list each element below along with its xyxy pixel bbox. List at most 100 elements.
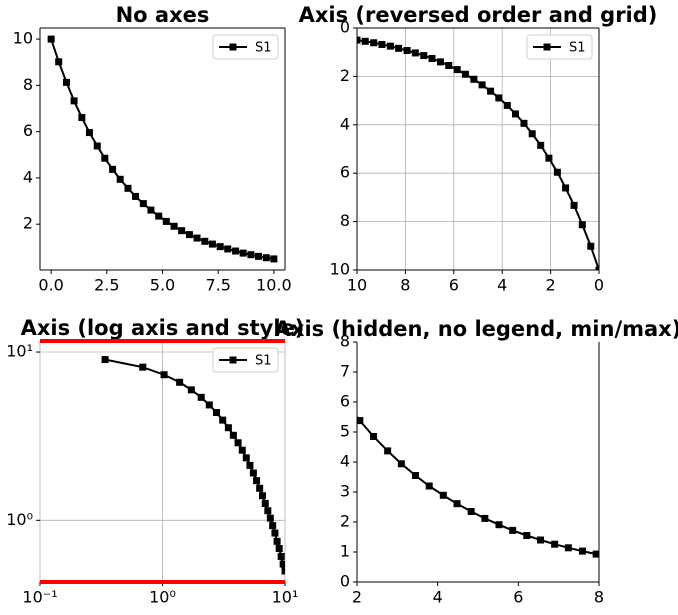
y-tick-label: 7 [340, 362, 350, 381]
chart-title: No axes [116, 3, 210, 27]
marker [403, 47, 411, 55]
marker [213, 409, 221, 417]
marker [109, 165, 117, 173]
marker [495, 94, 503, 102]
marker [487, 87, 495, 95]
marker [162, 217, 170, 225]
marker [420, 52, 428, 60]
marker [578, 547, 586, 555]
marker [229, 431, 237, 439]
marker [512, 110, 520, 118]
x-tick-label: 8 [400, 276, 410, 295]
marker [170, 222, 178, 230]
marker [269, 522, 277, 530]
marker [279, 560, 285, 568]
marker [384, 447, 392, 455]
plot-area [287, 308, 628, 563]
x-tick-label: 6 [449, 276, 459, 295]
marker [509, 526, 517, 534]
marker [176, 378, 184, 386]
marker [503, 101, 511, 109]
marker [537, 141, 545, 149]
marker [467, 508, 475, 515]
marker [523, 532, 531, 539]
x-tick-label: 4 [433, 588, 443, 607]
marker [439, 491, 447, 499]
marker [256, 484, 264, 492]
marker [621, 556, 628, 563]
marker [562, 184, 570, 192]
x-tick-label: 4 [497, 276, 507, 295]
y-tick-label: 4 [340, 114, 350, 133]
marker [246, 461, 254, 469]
y-tick-label: 5 [340, 422, 350, 441]
y-tick-label: 6 [340, 392, 350, 411]
marker [139, 363, 147, 371]
x-tick-label: 10¹ [272, 588, 299, 607]
marker [357, 36, 361, 44]
marker [470, 75, 478, 83]
marker [587, 242, 595, 250]
marker [155, 212, 163, 220]
y-tick-label: 2 [340, 512, 350, 531]
marker [205, 401, 213, 409]
marker [361, 37, 369, 45]
x-tick-label: 5.0 [150, 276, 175, 295]
y-tick-label: 8 [23, 75, 33, 94]
marker [178, 227, 186, 235]
subplot: Axis (reversed order and grid) 10 8 6 4 2 0 10 8… [299, 3, 658, 295]
marker [132, 192, 140, 200]
y-tick-label: 8 [340, 332, 350, 351]
marker [266, 514, 274, 522]
marker [411, 49, 419, 57]
marker [47, 35, 55, 43]
marker [607, 553, 614, 560]
x-tick-label: 10.0 [256, 276, 292, 295]
marker [445, 62, 453, 70]
marker [70, 97, 78, 105]
marker [116, 175, 124, 183]
y-tick-label: 2 [23, 214, 33, 233]
marker [201, 237, 209, 245]
x-tick-label: 10 [347, 276, 367, 295]
x-tick-label: 0 [594, 276, 604, 295]
marker [139, 200, 147, 208]
y-tick-label: 8 [340, 211, 350, 230]
marker [63, 78, 71, 86]
marker [592, 550, 599, 558]
marker [287, 308, 294, 315]
y-tick-label: 1 [340, 542, 350, 561]
y-tick-label: 6 [340, 163, 350, 182]
x-tick-label: 8 [594, 588, 604, 607]
marker [193, 234, 201, 242]
marker [428, 54, 436, 62]
y-tick-label: 2 [340, 66, 350, 85]
marker [314, 359, 321, 366]
x-tick-label: 2.5 [94, 276, 119, 295]
marker [101, 356, 109, 364]
x-tick-label: 2 [546, 276, 556, 295]
marker [520, 119, 528, 127]
marker [411, 472, 419, 479]
x-tick-label: 2 [352, 588, 362, 607]
marker [253, 477, 261, 485]
marker [397, 460, 405, 468]
marker [275, 545, 283, 553]
marker [55, 58, 63, 66]
marker [232, 247, 240, 255]
marker [281, 567, 285, 575]
marker [270, 255, 278, 263]
marker [216, 243, 224, 251]
marker [219, 416, 227, 424]
marker [258, 492, 266, 500]
marker [264, 507, 272, 515]
marker [147, 206, 155, 214]
marker [481, 514, 489, 522]
marker [271, 529, 279, 537]
marker [436, 58, 444, 66]
legend-label: S1 [255, 354, 272, 369]
subplot: Axis (hidden, no legend, min/max) 2 4 6 8 0 1 2… [275, 308, 678, 607]
marker [277, 552, 285, 560]
y-tick-label: 0 [340, 18, 350, 37]
